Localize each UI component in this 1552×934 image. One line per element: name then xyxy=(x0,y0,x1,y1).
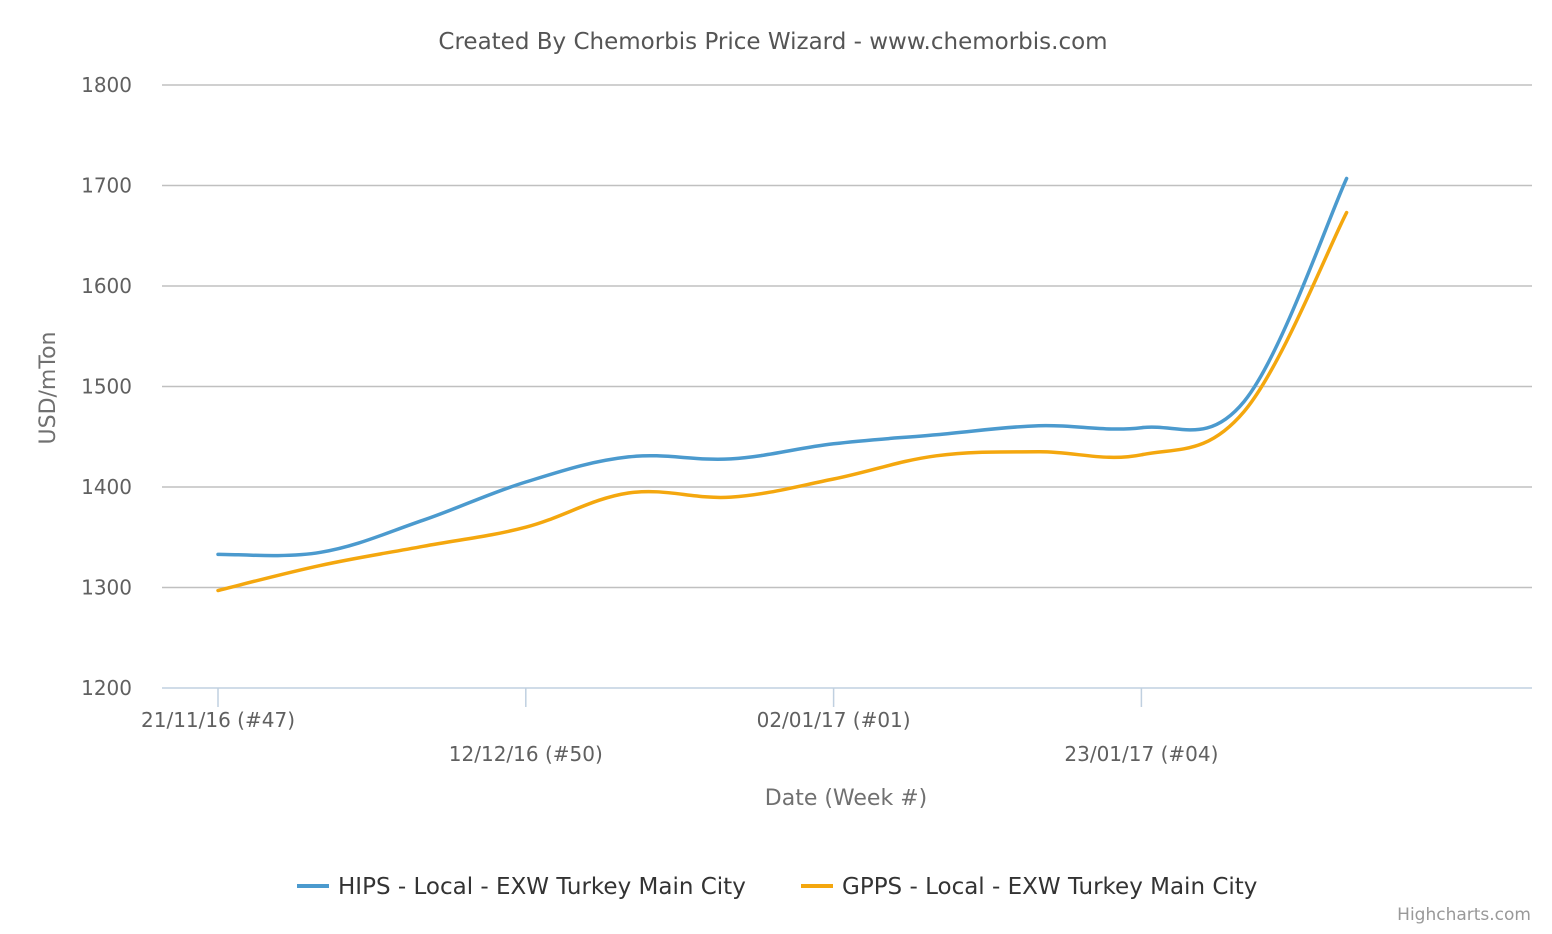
y-tick-label: 1400 xyxy=(81,475,132,499)
grid-lines xyxy=(162,84,1532,589)
x-axis-labels: 21/11/16 (#47) 12/12/16 (#50) 02/01/17 (#0… xyxy=(141,708,1218,766)
data-point[interactable] xyxy=(1343,174,1351,182)
data-point[interactable] xyxy=(932,452,940,460)
legend: HIPS - Local - EXW Turkey Main City GPPS … xyxy=(297,874,1257,900)
y-axis-labels: 1200 1300 1400 1500 1600 1700 1800 xyxy=(81,73,132,700)
y-tick-label: 1700 xyxy=(81,174,132,198)
x-tick-label: 12/12/16 (#50) xyxy=(449,742,603,766)
data-point[interactable] xyxy=(1035,448,1043,456)
legend-item[interactable]: GPPS - Local - EXW Turkey Main City xyxy=(801,874,1257,900)
data-point[interactable] xyxy=(214,550,222,558)
data-point[interactable] xyxy=(727,455,735,463)
data-point[interactable] xyxy=(830,475,838,483)
series-lines xyxy=(214,174,1351,595)
data-point[interactable] xyxy=(727,493,735,501)
data-point[interactable] xyxy=(317,548,325,556)
y-tick-label: 1500 xyxy=(81,375,132,399)
data-point[interactable] xyxy=(1240,408,1248,416)
y-axis-title: USD/mTon xyxy=(36,332,61,445)
credits-link[interactable]: Highcharts.com xyxy=(1397,905,1531,925)
data-point[interactable] xyxy=(932,431,940,439)
x-axis-ticks xyxy=(217,688,1143,707)
x-tick-label: 21/11/16 (#47) xyxy=(141,708,295,732)
series-line-0 xyxy=(216,176,1349,558)
data-point[interactable] xyxy=(522,523,530,531)
y-tick-label: 1800 xyxy=(81,73,132,97)
data-point[interactable] xyxy=(1240,398,1248,406)
legend-label: HIPS - Local - EXW Turkey Main City xyxy=(338,874,746,900)
chart-title: Created By Chemorbis Price Wizard - www.… xyxy=(438,29,1107,55)
y-tick-label: 1300 xyxy=(81,576,132,600)
data-point[interactable] xyxy=(419,516,427,524)
x-axis-title: Date (Week #) xyxy=(765,786,927,811)
legend-item[interactable]: HIPS - Local - EXW Turkey Main City xyxy=(297,874,746,900)
data-point[interactable] xyxy=(419,542,427,550)
data-point[interactable] xyxy=(317,561,325,569)
data-point[interactable] xyxy=(830,440,838,448)
y-tick-label: 1600 xyxy=(81,274,132,298)
series-line-1 xyxy=(216,210,1349,593)
y-tick-label: 1200 xyxy=(81,676,132,700)
x-tick-label: 23/01/17 (#04) xyxy=(1064,742,1218,766)
data-point[interactable] xyxy=(1035,422,1043,430)
data-point[interactable] xyxy=(1137,424,1145,432)
data-point[interactable] xyxy=(624,489,632,497)
data-point[interactable] xyxy=(1343,209,1351,217)
data-point[interactable] xyxy=(522,478,530,486)
data-point[interactable] xyxy=(624,453,632,461)
legend-label: GPPS - Local - EXW Turkey Main City xyxy=(842,874,1257,900)
data-point[interactable] xyxy=(214,587,222,595)
data-point[interactable] xyxy=(1137,451,1145,459)
x-tick-label: 02/01/17 (#01) xyxy=(757,708,911,732)
